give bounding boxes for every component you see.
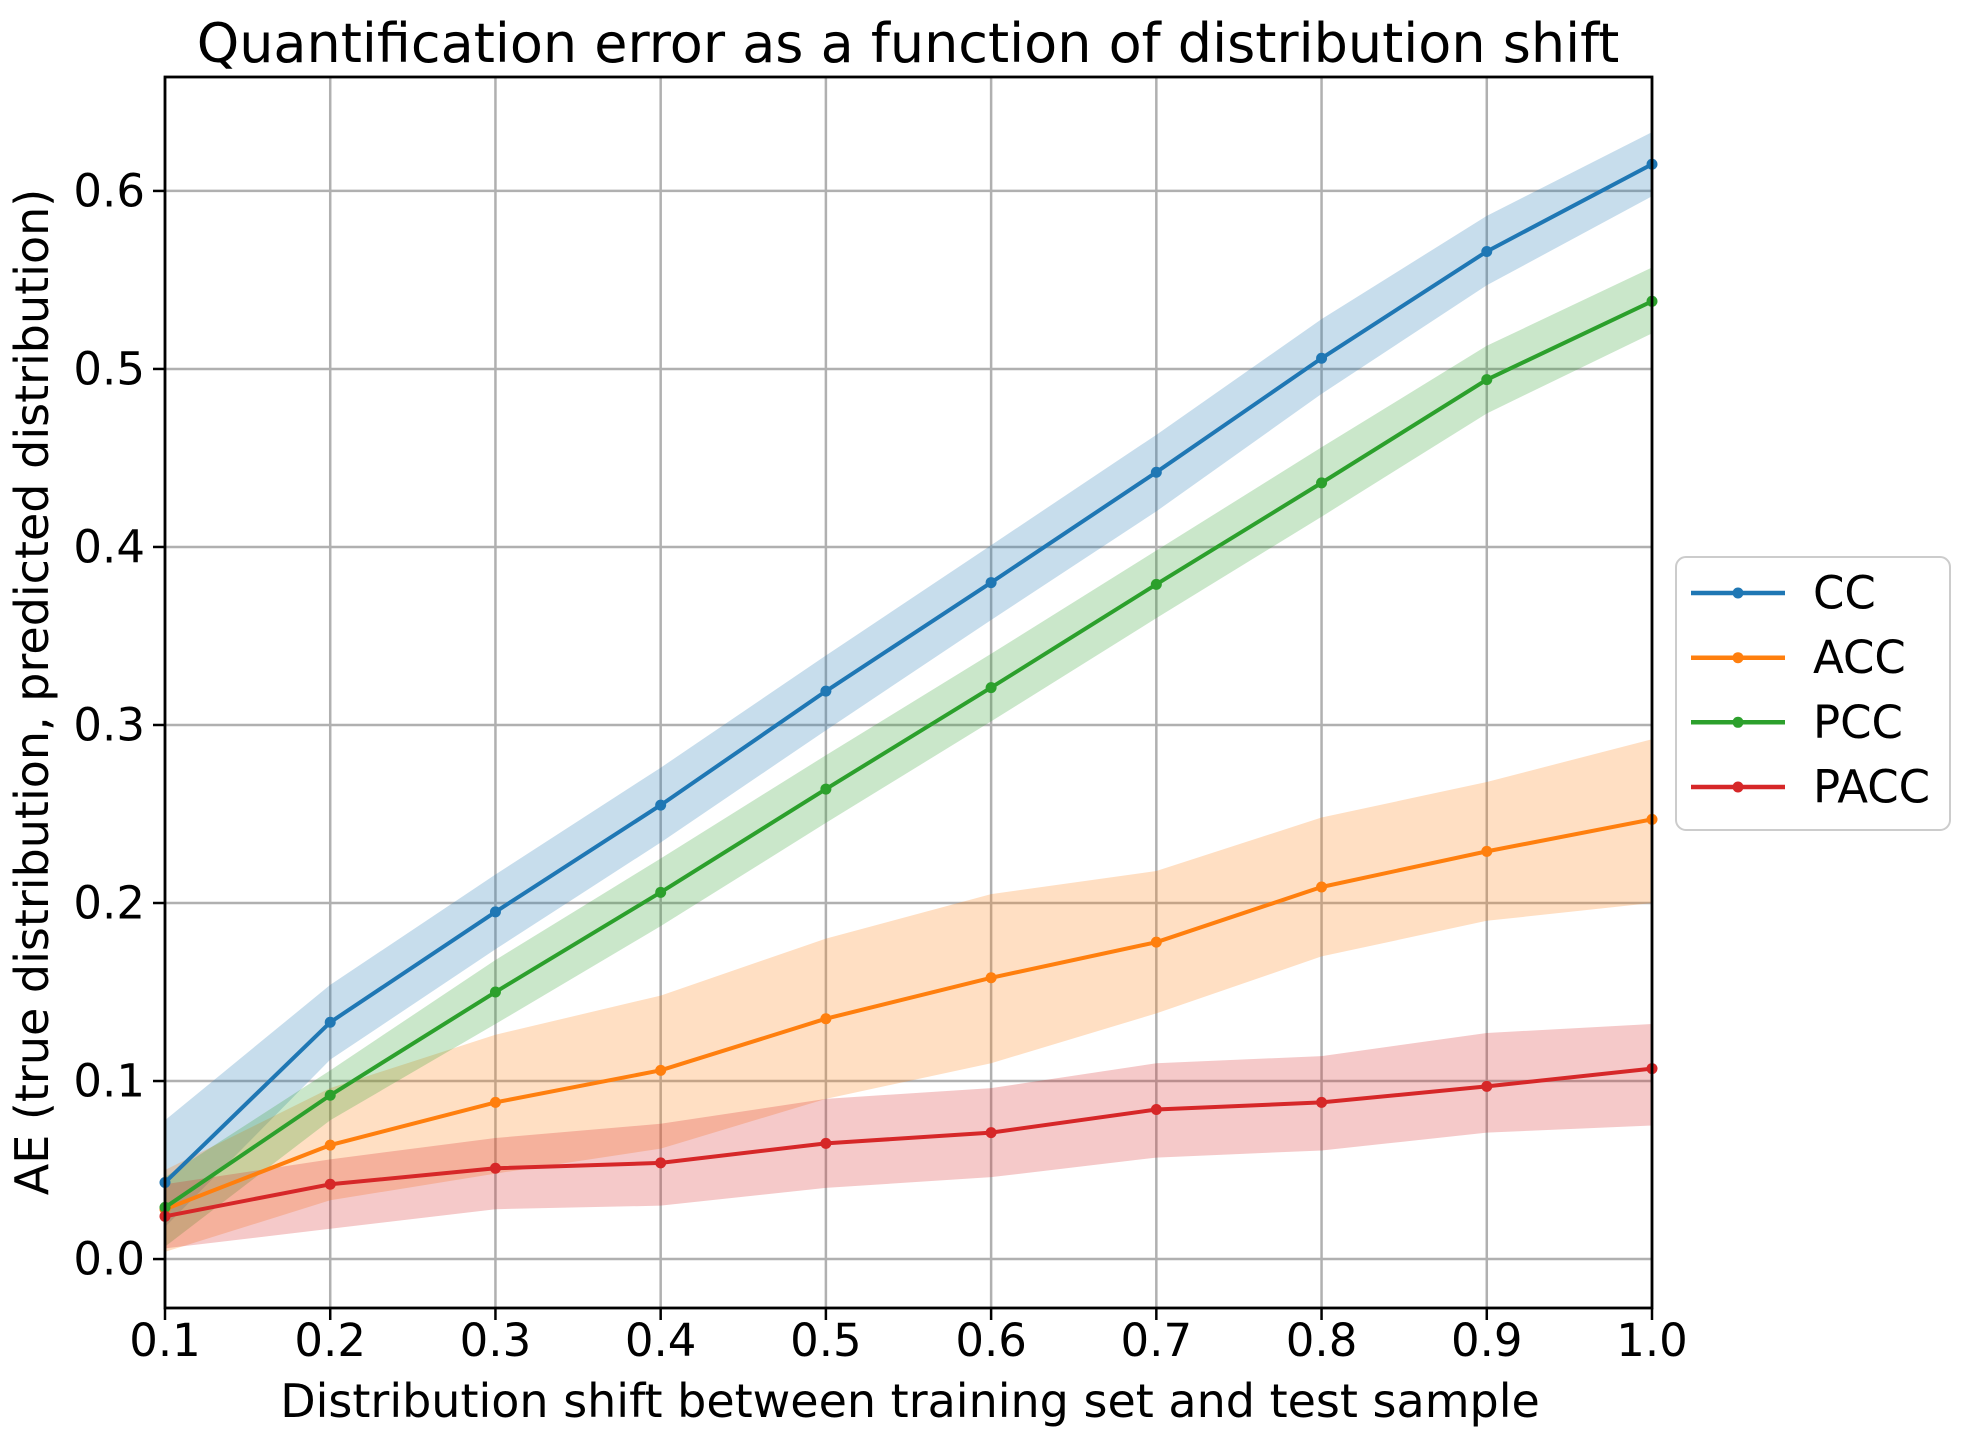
x-tick-label: 0.7 (1121, 1314, 1193, 1367)
plot-border (163, 75, 1654, 1310)
data-point-PACC (655, 1157, 667, 1169)
x-tick-label: 0.9 (1451, 1314, 1523, 1367)
confidence-band-CC (165, 132, 1652, 1228)
data-point-ACC (1481, 845, 1493, 857)
axis-ticks (153, 189, 1654, 1320)
data-point-CC (1150, 466, 1162, 478)
legend-item-CC: CC (1691, 567, 1876, 620)
data-point-PACC (324, 1178, 336, 1190)
x-tick-label: 0.5 (790, 1314, 862, 1367)
data-point-CC (985, 577, 997, 589)
chart-title: Quantification error as a function of di… (197, 12, 1620, 75)
data-point-ACC (324, 1139, 336, 1151)
x-tick-label: 1.0 (1616, 1314, 1688, 1367)
data-point-PACC (985, 1127, 997, 1139)
data-point-PCC (324, 1089, 336, 1101)
legend-label: PACC (1813, 761, 1930, 814)
data-point-PCC (655, 886, 667, 898)
data-point-PACC (1481, 1080, 1493, 1092)
legend-item-PACC: PACC (1691, 761, 1930, 814)
y-tick-label: 0.2 (73, 877, 145, 930)
data-point-CC (324, 1016, 336, 1028)
confidence-band-ACC (165, 739, 1652, 1252)
series-lines (163, 162, 1653, 1219)
data-point-CC (820, 685, 832, 697)
legend: CC ACC PCC PACC (1675, 556, 1951, 831)
legend-marker (1732, 587, 1744, 599)
legend-item-ACC: ACC (1691, 631, 1906, 684)
x-tick-label: 0.8 (1286, 1314, 1358, 1367)
x-tick-label: 0.2 (294, 1314, 366, 1367)
data-point-PACC (1316, 1096, 1328, 1108)
series-line-PACC (164, 1066, 1653, 1219)
data-point-PCC (985, 682, 997, 694)
data-point-CC (655, 799, 667, 811)
confidence-band-PCC (165, 267, 1652, 1247)
data-point-PACC (1150, 1104, 1162, 1116)
data-point-PCC (1316, 477, 1328, 489)
confidence-bands (165, 132, 1652, 1252)
y-tick-label: 0.1 (73, 1055, 145, 1108)
x-tick-label: 0.4 (625, 1314, 697, 1367)
legend-marker (1732, 652, 1744, 664)
legend-box (1675, 556, 1951, 831)
data-point-PACC (489, 1162, 501, 1174)
data-point-markers (159, 158, 1658, 1222)
x-tick-label: 0.1 (129, 1314, 201, 1367)
tick-labels: 0.1 0.2 0.3 0.4 0.5 0.6 0.7 0.8 0.9 1.0 0.0 0.1 0.2 0… (73, 164, 1687, 1367)
data-point-ACC (489, 1096, 501, 1108)
data-point-PACC (820, 1137, 832, 1149)
data-point-PCC (1150, 578, 1162, 590)
data-point-CC (489, 906, 501, 918)
legend-marker (1732, 781, 1744, 793)
data-point-CC (1316, 352, 1328, 364)
legend-item-PCC: PCC (1691, 696, 1903, 749)
data-point-ACC (820, 1013, 832, 1025)
data-point-PCC (1481, 374, 1493, 386)
data-point-ACC (655, 1064, 667, 1076)
legend-label: CC (1813, 567, 1876, 620)
data-point-PCC (820, 783, 832, 795)
series-line-PCC (163, 299, 1653, 1210)
y-tick-label: 0.0 (73, 1233, 145, 1286)
series-line-ACC (164, 817, 1653, 1212)
y-tick-label: 0.5 (73, 342, 145, 395)
y-tick-label: 0.3 (73, 698, 145, 751)
legend-marker (1732, 716, 1744, 728)
x-axis-label: Distribution shift between training set … (280, 1374, 1540, 1428)
data-point-ACC (1316, 881, 1328, 893)
data-point-ACC (985, 972, 997, 984)
y-axis-label: AE (true distribution, predicted distrib… (5, 189, 59, 1195)
data-point-CC (1481, 245, 1493, 257)
legend-label: PCC (1813, 696, 1903, 749)
x-tick-label: 0.3 (460, 1314, 532, 1367)
y-tick-label: 0.6 (73, 164, 145, 217)
x-tick-label: 0.6 (955, 1314, 1027, 1367)
data-point-PCC (489, 986, 501, 998)
series-line-CC (163, 162, 1653, 1184)
y-tick-label: 0.4 (73, 520, 145, 573)
legend-label: ACC (1813, 631, 1906, 684)
data-point-ACC (1150, 936, 1162, 948)
